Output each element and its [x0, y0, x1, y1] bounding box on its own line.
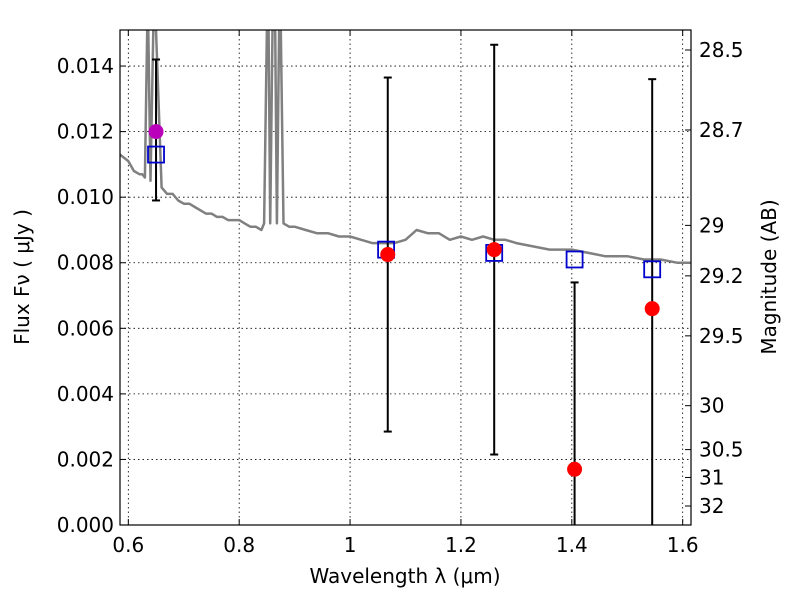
model-point [643, 260, 662, 279]
observed-point [380, 247, 396, 263]
plot-area [120, 30, 691, 525]
mag-tick-label: 32 [699, 494, 724, 518]
x-tick-label: 0.8 [223, 533, 255, 557]
observed-point [644, 301, 660, 317]
observed-point [567, 461, 583, 477]
x-tick-label: 1 [344, 533, 357, 557]
y-tick-label: 0.008 [57, 251, 114, 275]
y-tick-label: 0.006 [57, 316, 114, 340]
x-tick-label: 1.2 [445, 533, 477, 557]
model-point [147, 145, 165, 164]
mag-tick-label: 30 [699, 394, 724, 418]
highlight-point [148, 124, 164, 140]
right-axis-label: Magnitude (AB) [757, 199, 781, 354]
x-axis-label: Wavelength λ (μm) [309, 564, 500, 588]
y-tick-label: 0.000 [57, 513, 114, 537]
grid-lines [120, 30, 691, 526]
spectrum-line [120, 30, 691, 264]
mag-tick-label: 29.2 [699, 264, 744, 288]
mag-tick-label: 28.5 [699, 38, 744, 62]
y-axis-label: Flux Fν ( μJy ) [10, 209, 34, 345]
x-tick-label: 1.4 [556, 533, 588, 557]
y-tick-label: 0.012 [57, 120, 114, 144]
mag-tick-label: 29.5 [699, 324, 744, 348]
x-tick-label: 1.6 [667, 533, 699, 557]
mag-tick-label: 29 [699, 213, 724, 237]
model-point [565, 250, 584, 269]
y-tick-label: 0.014 [57, 54, 114, 78]
mag-tick-label: 31 [699, 465, 724, 489]
mag-tick-label: 28.7 [699, 118, 744, 142]
x-tick-label: 0.6 [112, 533, 144, 557]
y-tick-label: 0.010 [57, 185, 114, 209]
axis-ticks: 0.6 0.8 1 1.2 1.4 1.6 0.000 0.002 0.004 0.006 0.00… [57, 30, 744, 557]
mag-tick-label: 30.5 [699, 438, 744, 462]
observed-point [486, 242, 502, 258]
y-tick-label: 0.002 [57, 447, 114, 471]
plot-frame [119, 29, 692, 526]
y-tick-label: 0.004 [57, 382, 114, 406]
